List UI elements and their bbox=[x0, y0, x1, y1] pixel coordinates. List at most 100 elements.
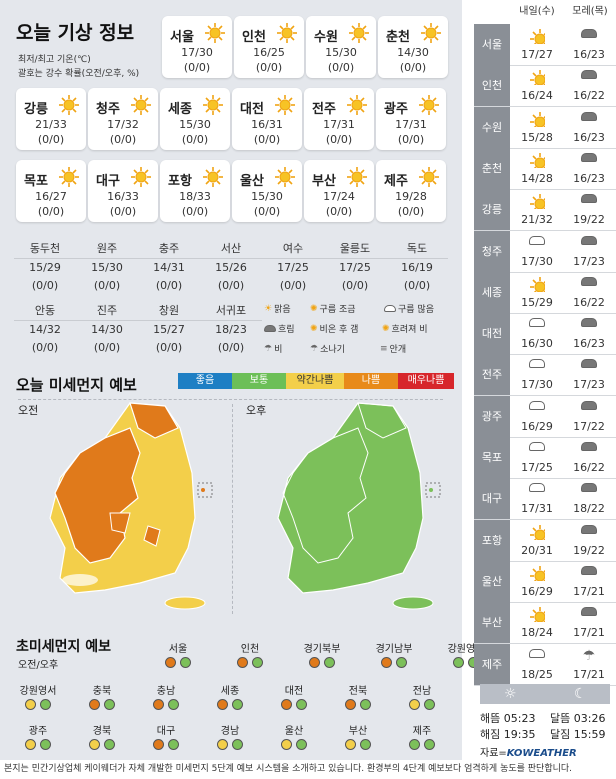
am-dot bbox=[281, 739, 292, 750]
card-prob: (0/0) bbox=[181, 205, 209, 218]
card-name: 세종 bbox=[168, 102, 192, 117]
am-dot bbox=[381, 657, 392, 668]
city-entry: 창원 15/27 (0/0) bbox=[138, 302, 200, 357]
card-prob: (0/0) bbox=[397, 133, 425, 146]
card-prob: (0/0) bbox=[399, 61, 427, 74]
sunrise: 해뜸 05:23 bbox=[480, 712, 536, 725]
dust-level-1: 보통 bbox=[232, 373, 286, 389]
card-name: 제주 bbox=[384, 174, 408, 189]
card-temp: 17/32 bbox=[107, 118, 139, 131]
card-name: 울산 bbox=[240, 174, 264, 189]
sun-icon bbox=[202, 94, 224, 120]
am-dot bbox=[89, 739, 100, 750]
city-card: 광주 17/31 (0/0) bbox=[376, 88, 446, 150]
sun-icon bbox=[346, 166, 368, 192]
pm-dot bbox=[104, 699, 115, 710]
city-card: 인천 16/25 (0/0) bbox=[234, 16, 304, 78]
city-card: 포항 18/33 (0/0) bbox=[160, 160, 230, 222]
am-dot bbox=[217, 739, 228, 750]
moon-icon: ☾ bbox=[574, 686, 587, 702]
sun-icon: ☼ bbox=[504, 686, 517, 702]
day2-header: 모레(목) bbox=[572, 6, 608, 17]
card-prob: (0/0) bbox=[181, 133, 209, 146]
pm-dot bbox=[232, 699, 243, 710]
city-card: 서울 17/30 (0/0) bbox=[162, 16, 232, 78]
forecast-row: 서울 17/27 16/23 bbox=[474, 24, 616, 66]
fine-dust-title: 초미세먼지 예보 bbox=[16, 639, 112, 655]
am-dot bbox=[153, 739, 164, 750]
forecast-row: 수원 15/28 16/23 bbox=[474, 106, 616, 149]
weather-legend-item: ≡ 안개 bbox=[380, 343, 407, 356]
card-prob: (0/0) bbox=[325, 133, 353, 146]
card-name: 대전 bbox=[240, 102, 264, 117]
card-temp: 16/33 bbox=[107, 190, 139, 203]
main-panel: 오늘 기상 정보 최저/최고 기온(℃) 괄호는 강수 확률(오전/오후, %)… bbox=[0, 0, 484, 760]
forecast-row: 대구 17/31 18/22 bbox=[474, 478, 616, 521]
card-temp: 17/30 bbox=[181, 46, 213, 59]
card-name: 서울 bbox=[170, 30, 194, 45]
city-card: 울산 15/30 (0/0) bbox=[232, 160, 302, 222]
am-dot bbox=[153, 699, 164, 710]
weather-legend-item: ✺ 구름 조금 bbox=[310, 303, 356, 316]
pm-dot bbox=[232, 739, 243, 750]
city-card: 춘천 14/30 (0/0) bbox=[378, 16, 448, 78]
dust-title: 오늘 미세먼지 예보 bbox=[16, 376, 137, 394]
city-card: 목포 16/27 (0/0) bbox=[16, 160, 86, 222]
city-card: 제주 19/28 (0/0) bbox=[376, 160, 446, 222]
forecast-row: 대전 16/30 16/23 bbox=[474, 313, 616, 356]
am-dot bbox=[453, 657, 464, 668]
card-prob: (0/0) bbox=[183, 61, 211, 74]
sun-icon bbox=[418, 166, 440, 192]
city-card: 전주 17/31 (0/0) bbox=[304, 88, 374, 150]
forecast-row: 인천 16/24 16/22 bbox=[474, 65, 616, 108]
city-entry: 서귀포 18/23 (0/0) bbox=[200, 302, 262, 357]
source: 자료=KOWEATHER bbox=[480, 748, 577, 759]
forecast-panel: 내일(수) 모레(목) 서울 17/27 16/23 인천 16/24 16/22 수원 15… bbox=[474, 0, 616, 760]
card-temp: 17/31 bbox=[323, 118, 355, 131]
weather-legend-item: ✺ 흐려져 비 bbox=[382, 323, 428, 336]
pm-dot bbox=[424, 739, 435, 750]
am-dot bbox=[165, 657, 176, 668]
temp-note: 최저/최고 기온(℃) bbox=[18, 55, 91, 65]
moonrise: 달뜸 03:26 bbox=[550, 712, 606, 725]
page-title: 오늘 기상 정보 bbox=[16, 22, 135, 44]
card-prob: (0/0) bbox=[253, 133, 281, 146]
weather-legend-item: ✺ 비온 후 갬 bbox=[310, 323, 359, 336]
city-entry: 충주 14/31 (0/0) bbox=[138, 240, 200, 295]
day1-header: 내일(수) bbox=[519, 6, 555, 17]
pm-dot bbox=[168, 699, 179, 710]
am-dot bbox=[409, 739, 420, 750]
fine-dust-sub: 오전/오후 bbox=[18, 660, 59, 671]
dust-level-0: 좋음 bbox=[178, 373, 232, 389]
weather-legend-item: ☂ 비 bbox=[264, 343, 283, 356]
dust-level-4: 매우나쁨 bbox=[398, 373, 454, 389]
pm-label: 오후 bbox=[246, 404, 267, 417]
am-dot bbox=[345, 699, 356, 710]
pm-dot bbox=[360, 739, 371, 750]
sun-icon bbox=[420, 22, 442, 48]
sun-icon bbox=[130, 166, 152, 192]
am-dot bbox=[309, 657, 320, 668]
pm-dot bbox=[180, 657, 191, 668]
pm-dot bbox=[296, 739, 307, 750]
am-label: 오전 bbox=[18, 404, 39, 417]
dust-map-am bbox=[49, 402, 213, 610]
card-prob: (0/0) bbox=[397, 205, 425, 218]
am-dot bbox=[237, 657, 248, 668]
city-entry: 동두천 15/29 (0/0) bbox=[14, 240, 76, 295]
am-dot bbox=[217, 699, 228, 710]
sun-moon-box bbox=[480, 684, 610, 704]
card-temp: 21/33 bbox=[35, 118, 67, 131]
pm-dot bbox=[296, 699, 307, 710]
card-temp: 16/27 bbox=[35, 190, 67, 203]
dust-level-2: 약간나쁨 bbox=[286, 373, 344, 389]
weather-legend-item: ☀ 맑음 bbox=[264, 303, 291, 316]
forecast-row: 제주 18/25 ☂ 17/21 bbox=[474, 643, 616, 686]
card-temp: 15/30 bbox=[251, 190, 283, 203]
pm-dot bbox=[396, 657, 407, 668]
pm-dot bbox=[40, 699, 51, 710]
card-name: 목포 bbox=[24, 174, 48, 189]
pm-dot bbox=[40, 739, 51, 750]
city-entry: 울릉도 17/25 (0/0) bbox=[324, 240, 386, 295]
card-temp: 14/30 bbox=[397, 46, 429, 59]
